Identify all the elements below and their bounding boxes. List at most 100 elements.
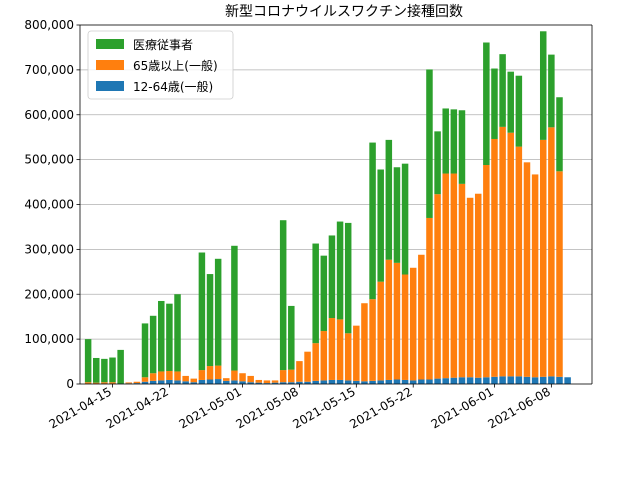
bar-segment — [312, 343, 319, 381]
bar-segment — [166, 379, 173, 384]
bar-segment — [548, 54, 555, 128]
bar-segment — [369, 142, 376, 300]
bar-segment — [133, 381, 141, 384]
bar-segment — [539, 139, 547, 377]
bar-segment — [190, 378, 198, 383]
bar-segment — [474, 377, 482, 384]
bar-segment — [548, 376, 555, 384]
bar-segment — [336, 379, 344, 384]
bar-segment — [426, 217, 433, 380]
chart-title: 新型コロナウイルスワクチン接種回数 — [225, 3, 463, 20]
bar-segment — [539, 376, 547, 384]
y-tick-label: 700,000 — [24, 63, 74, 77]
bar-segment — [344, 380, 352, 384]
bar-segment — [133, 383, 141, 384]
bar-segment — [385, 139, 393, 260]
bar-segment — [409, 267, 417, 381]
bar-segment — [385, 259, 393, 380]
bar-segment — [93, 382, 100, 384]
bar-segment — [491, 138, 498, 377]
bar-segment — [198, 370, 206, 380]
bar-segment — [279, 382, 287, 384]
bar-segment — [466, 197, 474, 378]
bar-segment — [426, 69, 433, 218]
bar-segment — [109, 357, 116, 383]
bar-segment — [450, 377, 458, 384]
bar-segment — [556, 376, 563, 384]
bar-segment — [141, 323, 149, 378]
bar-segment — [166, 303, 173, 371]
bar-segment — [101, 382, 108, 384]
bar-segment — [458, 110, 466, 184]
bar-segment — [320, 380, 328, 384]
bar-segment — [377, 169, 384, 282]
bar-segment — [190, 382, 198, 384]
bar-segment — [198, 379, 206, 384]
bar-segment — [483, 165, 490, 378]
bar-segment — [231, 245, 238, 371]
bar-segment — [385, 379, 393, 384]
legend-box — [87, 30, 234, 100]
bar-segment — [231, 370, 238, 381]
bar-segment — [239, 381, 246, 384]
bar-segment — [377, 281, 384, 381]
bar-segment — [158, 371, 165, 381]
bar-segment — [149, 315, 157, 374]
bar-segment — [401, 379, 409, 384]
y-tick-label: 100,000 — [24, 332, 74, 346]
bar-segment — [483, 377, 490, 384]
y-tick-label: 500,000 — [24, 153, 74, 167]
bar-segment — [279, 220, 287, 371]
bar-segment — [434, 378, 441, 384]
bar-segment — [507, 132, 514, 377]
bar-segment — [84, 339, 92, 383]
bar-segment — [214, 258, 222, 366]
bar-segment — [239, 373, 246, 382]
bar-segment — [393, 262, 401, 380]
bar-segment — [450, 109, 458, 174]
bar-segment — [247, 375, 254, 383]
bar-segment — [548, 127, 555, 377]
bar-segment — [393, 379, 401, 384]
bar-segment — [328, 379, 336, 384]
bar-segment — [353, 380, 360, 384]
y-tick-label: 800,000 — [24, 18, 74, 32]
bar-segment — [344, 222, 352, 334]
bar-segment — [263, 380, 271, 384]
legend-swatch — [96, 60, 124, 70]
bar-segment — [442, 378, 449, 384]
bar-segment — [539, 31, 547, 140]
bar-segment — [255, 382, 263, 384]
bar-segment — [507, 71, 514, 133]
bar-segment — [174, 371, 181, 381]
bar-segment — [247, 382, 254, 384]
bar-segment — [117, 349, 124, 384]
bar-segment — [491, 376, 498, 384]
bar-segment — [361, 381, 368, 384]
bar-segment — [483, 42, 490, 166]
bars — [84, 31, 571, 384]
bar-segment — [523, 376, 531, 384]
bar-segment — [84, 382, 92, 384]
bar-segment — [263, 383, 271, 384]
bar-segment — [393, 167, 401, 263]
bar-segment — [328, 318, 336, 380]
bar-segment — [304, 381, 311, 384]
bar-segment — [141, 377, 149, 382]
bar-segment — [320, 331, 328, 381]
y-tick-label: 200,000 — [24, 287, 74, 301]
bar-segment — [149, 380, 157, 384]
bar-segment — [304, 351, 311, 382]
bar-segment — [418, 254, 425, 380]
bar-segment — [206, 366, 214, 380]
bar-segment — [296, 361, 303, 382]
bar-segment — [409, 380, 417, 384]
bar-segment — [312, 380, 319, 384]
bar-segment — [474, 193, 482, 378]
bar-segment — [206, 274, 214, 367]
bar-segment — [320, 255, 328, 332]
bar-segment — [515, 146, 523, 377]
bar-segment — [418, 379, 425, 384]
bar-segment — [556, 171, 563, 377]
